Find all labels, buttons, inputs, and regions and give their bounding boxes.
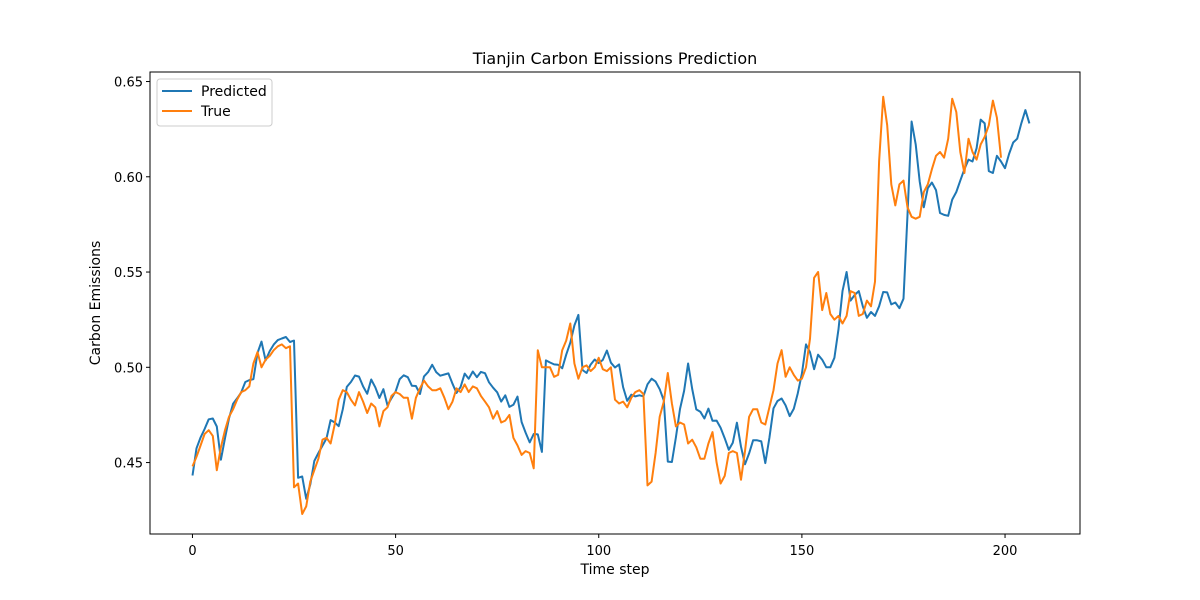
chart-title: Tianjin Carbon Emissions Prediction [472,49,758,68]
legend-label-predicted: Predicted [201,84,267,100]
series-line-predicted [191,109,1031,500]
x-tick-label: 200 [993,544,1018,559]
y-tick-label: 0.60 [114,171,143,186]
x-tick-label: 0 [188,544,196,559]
plot-frame [149,71,1081,535]
x-tick-label: 150 [789,544,814,559]
x-axis: 0 50 100 150 200 [188,534,1017,559]
y-tick-label: 0.65 [114,76,143,91]
x-tick-label: 50 [387,544,404,559]
y-tick-label: 0.50 [114,361,143,376]
series-layer [191,95,1031,515]
plot-area [149,71,1081,535]
x-tick-label: 100 [586,544,611,559]
y-tick-label: 0.55 [114,266,143,281]
legend-label-true: True [200,104,231,120]
y-tick-label: 0.45 [114,457,143,472]
legend: Predicted True [156,78,273,127]
series-line-true [191,95,1002,515]
x-axis-label: Time step [580,562,650,578]
y-axis: 0.45 0.50 0.55 0.60 0.65 [114,76,150,472]
y-axis-label: Carbon Emissions [88,241,104,365]
